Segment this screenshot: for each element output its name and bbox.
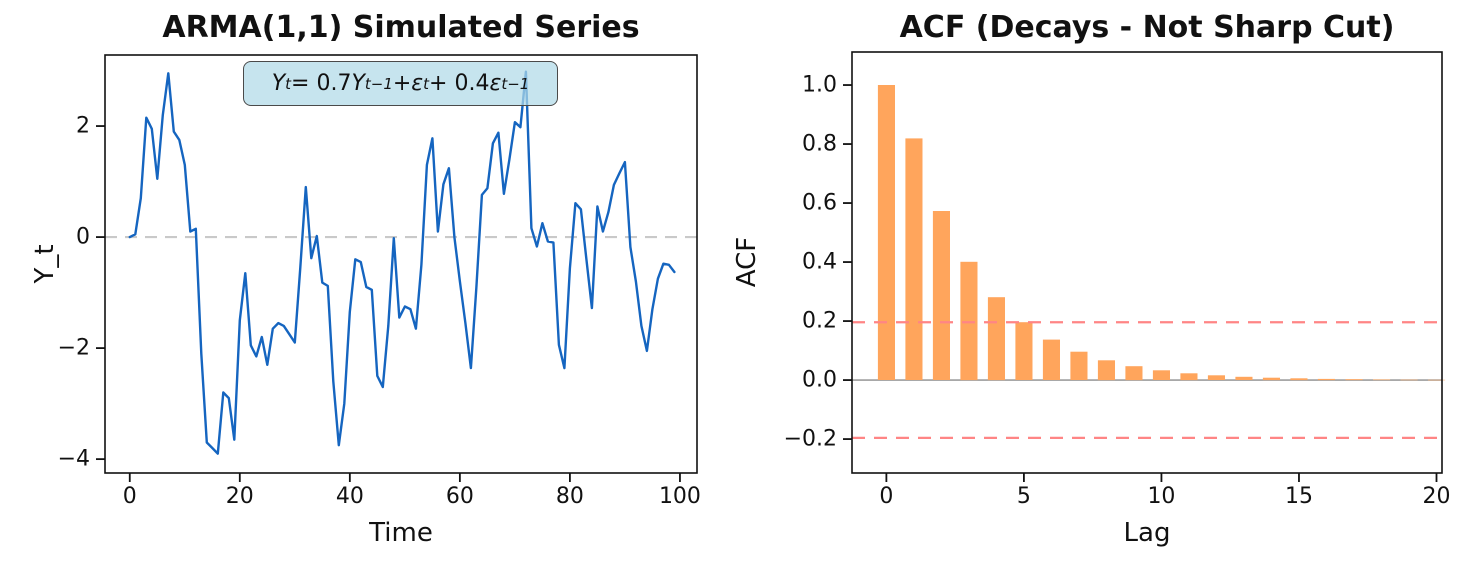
acf-bar: [1180, 373, 1198, 381]
acf-bar: [1125, 366, 1143, 381]
arma-series-line: [128, 70, 676, 455]
acf-bar: [932, 211, 950, 380]
arma-x-axis-label: Time: [369, 518, 433, 548]
y-tick-label: −4: [57, 446, 90, 472]
equation-segment: +: [392, 71, 412, 96]
x-tick-label: 5: [1016, 484, 1031, 509]
x-tick-label: 20: [1422, 484, 1451, 509]
acf-bar: [877, 85, 895, 380]
plot-frame: [104, 54, 698, 474]
x-tick-label: 10: [1147, 484, 1176, 509]
acf-bar: [1262, 377, 1280, 381]
equation-segment: ε: [411, 71, 424, 96]
y-tick-label: −2: [57, 335, 90, 361]
acf-bar: [1373, 379, 1391, 381]
y-tick-label: 0.4: [802, 249, 837, 275]
acf-x-axis-label: Lag: [1123, 518, 1171, 548]
arma-plot-title: ARMA(1,1) Simulated Series: [162, 10, 640, 45]
acf-bar: [1317, 378, 1335, 381]
x-tick-label: 60: [445, 484, 474, 509]
equation-segment: ε: [489, 71, 502, 96]
equation-subscript: t: [423, 74, 430, 93]
y-tick-label: 0: [76, 224, 90, 250]
y-tick-label: 0.2: [802, 308, 837, 334]
acf-bar: [960, 261, 978, 381]
equation-subscript: t−1: [364, 74, 393, 93]
acf-bar: [1290, 378, 1308, 381]
acf-bar: [1015, 322, 1033, 380]
x-tick-label: 80: [555, 484, 584, 509]
y-tick-label: 0.8: [802, 131, 837, 157]
x-tick-label: 0: [122, 484, 137, 509]
acf-bar: [1152, 370, 1170, 380]
acf-chart: [843, 51, 1446, 482]
acf-bar: [987, 297, 1005, 381]
acf-bar: [1428, 379, 1446, 381]
arma-y-axis-label: Y_t: [30, 244, 60, 284]
acf-bar: [1207, 375, 1225, 380]
acf-bar: [905, 138, 923, 380]
x-tick-label: 0: [879, 484, 894, 509]
equation-segment: Y: [271, 71, 286, 96]
equation-subscript: t: [285, 74, 292, 93]
equation-subscript: t−1: [501, 74, 530, 93]
acf-bar: [1400, 379, 1418, 381]
acf-bar: [1070, 351, 1088, 380]
equation-segment: = 0.7: [291, 71, 352, 96]
arma-series-chart: [96, 54, 698, 482]
y-tick-label: 2: [76, 113, 90, 139]
x-tick-label: 20: [225, 484, 254, 509]
equation-segment: + 0.4: [429, 71, 490, 96]
acf-bar: [1235, 376, 1253, 380]
x-tick-label: 15: [1284, 484, 1313, 509]
y-tick-label: 0.6: [802, 190, 837, 216]
acf-bar: [1042, 339, 1060, 380]
y-tick-label: −0.2: [783, 426, 837, 452]
acf-bar: [1345, 379, 1363, 381]
y-tick-label: 0.0: [802, 367, 837, 393]
x-tick-label: 40: [335, 484, 364, 509]
x-tick-label: 100: [658, 484, 701, 509]
equation-segment: Y: [351, 71, 365, 96]
acf-plot-title: ACF (Decays - Not Sharp Cut): [899, 10, 1395, 45]
acf-bar: [1097, 360, 1115, 381]
y-tick-label: 1.0: [802, 72, 837, 98]
